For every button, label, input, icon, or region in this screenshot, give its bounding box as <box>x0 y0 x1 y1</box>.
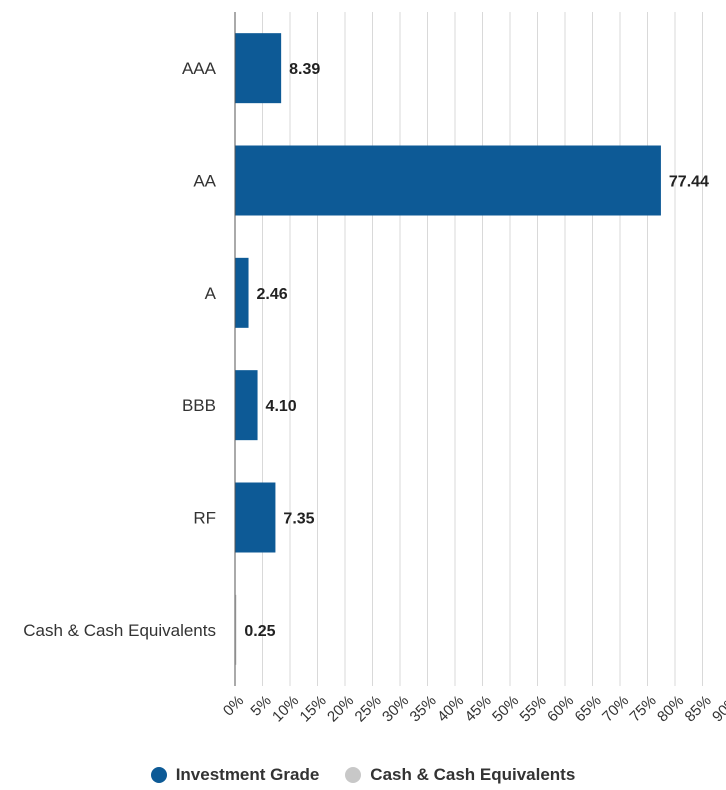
x-tick-label: 50% <box>489 692 522 725</box>
x-tick-label: 25% <box>351 692 384 725</box>
value-label: 4.10 <box>266 398 297 415</box>
value-label: 8.39 <box>289 61 320 78</box>
x-tick-label: 35% <box>406 692 439 725</box>
bar <box>235 370 258 440</box>
x-tick-label: 85% <box>681 692 714 725</box>
category-label: BBB <box>182 396 216 415</box>
x-tick-label: 20% <box>324 692 357 725</box>
x-tick-label: 45% <box>461 692 494 725</box>
value-label: 2.46 <box>257 286 288 303</box>
category-label: Cash & Cash Equivalents <box>23 621 216 640</box>
x-tick-label: 30% <box>379 692 412 725</box>
x-tick-label: 15% <box>296 692 329 725</box>
x-tick-label: 70% <box>599 692 632 725</box>
category-label: RF <box>193 508 216 527</box>
x-tick-label: 90% <box>709 692 726 725</box>
value-label: 7.35 <box>283 510 314 527</box>
bar <box>235 482 275 552</box>
value-label: 0.25 <box>244 623 275 640</box>
category-label: AA <box>193 171 216 190</box>
legend-swatch-investment-grade <box>151 767 167 783</box>
legend-item-investment-grade[interactable]: Investment Grade <box>151 765 320 785</box>
bars <box>235 33 661 665</box>
gridlines <box>263 12 726 686</box>
value-label: 77.44 <box>669 173 709 190</box>
x-tick-label: 0% <box>220 692 247 719</box>
legend: Investment Grade Cash & Cash Equivalents <box>0 760 726 790</box>
legend-swatch-cash <box>345 767 361 783</box>
legend-label-cash: Cash & Cash Equivalents <box>370 765 575 785</box>
x-tick-label: 60% <box>544 692 577 725</box>
x-tick-labels: 0%5%10%15%20%25%30%35%40%45%50%55%60%65%… <box>220 692 726 725</box>
x-tick-label: 10% <box>269 692 302 725</box>
category-label: AAA <box>182 59 217 78</box>
x-tick-label: 80% <box>654 692 687 725</box>
legend-item-cash[interactable]: Cash & Cash Equivalents <box>345 765 575 785</box>
x-tick-label: 75% <box>626 692 659 725</box>
x-tick-label: 40% <box>434 692 467 725</box>
x-tick-label: 55% <box>516 692 549 725</box>
x-tick-label: 65% <box>571 692 604 725</box>
bar <box>235 145 661 215</box>
legend-label-investment-grade: Investment Grade <box>176 765 320 785</box>
category-label: A <box>205 284 217 303</box>
bar <box>235 33 281 103</box>
bar <box>235 258 249 328</box>
